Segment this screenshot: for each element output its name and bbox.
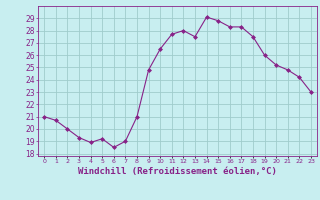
X-axis label: Windchill (Refroidissement éolien,°C): Windchill (Refroidissement éolien,°C) <box>78 167 277 176</box>
